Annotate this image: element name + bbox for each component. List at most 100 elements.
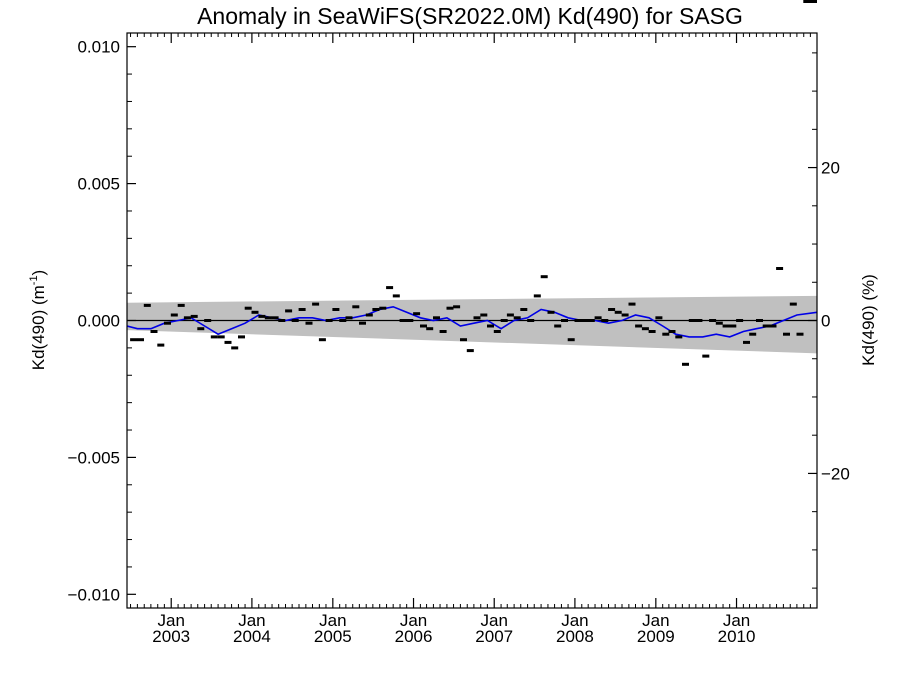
anomaly-marker xyxy=(655,316,663,320)
anomaly-marker xyxy=(628,302,636,306)
x-tick-label-month: Jan xyxy=(319,611,346,630)
anomaly-marker xyxy=(379,306,387,310)
anomaly-marker xyxy=(386,286,394,290)
anomaly-marker xyxy=(359,321,366,325)
x-tick-label-year: 2005 xyxy=(314,627,352,646)
anomaly-marker xyxy=(743,340,750,344)
anomaly-marker xyxy=(271,316,279,320)
anomaly-marker xyxy=(291,319,299,322)
anomaly-marker xyxy=(420,324,427,328)
anomaly-marker xyxy=(460,338,467,342)
anomaly-marker xyxy=(709,319,717,322)
anomaly-marker xyxy=(130,338,138,342)
x-tick-label-month: Jan xyxy=(400,611,427,630)
anomaly-marker xyxy=(547,310,555,314)
anomaly-marker xyxy=(756,319,763,322)
anomaly-marker xyxy=(736,319,744,322)
anomaly-marker xyxy=(675,335,683,339)
anomaly-marker xyxy=(399,319,407,322)
x-tick-label-month: Jan xyxy=(158,611,185,630)
y-axis-left-label-superscript: -1 xyxy=(28,275,40,285)
anomaly-marker xyxy=(143,303,151,307)
anomaly-marker xyxy=(648,330,656,333)
anomaly-marker xyxy=(493,330,501,333)
anomaly-marker xyxy=(264,316,272,320)
anomaly-marker xyxy=(506,313,514,317)
x-tick-label-year: 2006 xyxy=(395,627,433,646)
x-tick-label-year: 2008 xyxy=(556,627,594,646)
y2-tick-label: 20 xyxy=(821,159,840,178)
y2-tick-label: −20 xyxy=(821,464,850,483)
y2-tick-label: 0 xyxy=(821,312,830,331)
anomaly-marker xyxy=(594,316,602,320)
anomaly-marker xyxy=(406,319,414,322)
anomaly-marker xyxy=(439,330,447,333)
y-axis-left-label: Kd(490) (m-1) xyxy=(28,270,48,370)
anomaly-marker xyxy=(587,319,595,322)
anomaly-marker xyxy=(365,313,373,317)
anomaly-marker xyxy=(789,302,797,306)
anomaly-marker xyxy=(137,338,144,342)
anomaly-marker xyxy=(298,308,306,311)
anomaly-marker xyxy=(372,308,380,311)
anomaly-marker xyxy=(224,340,232,344)
anomaly-marker xyxy=(702,354,710,358)
anomaly-marker xyxy=(682,362,689,366)
anomaly-marker xyxy=(796,332,804,336)
anomaly-marker xyxy=(803,0,811,3)
chart-title: Anomaly in SeaWiFS(SR2022.0M) Kd(490) fo… xyxy=(197,3,743,29)
anomaly-marker xyxy=(157,343,165,347)
anomaly-marker xyxy=(487,324,494,328)
anomaly-marker xyxy=(426,327,434,331)
anomaly-marker xyxy=(150,330,158,333)
anomaly-marker xyxy=(210,335,218,339)
anomaly-marker xyxy=(305,321,313,325)
anomaly-marker xyxy=(695,319,703,322)
anomaly-marker xyxy=(749,332,757,336)
anomaly-marker xyxy=(561,319,568,322)
anomaly-marker xyxy=(662,332,670,336)
x-tick-label-month: Jan xyxy=(238,611,265,630)
anomaly-marker xyxy=(339,319,347,322)
anomaly-marker xyxy=(164,321,171,325)
anomaly-marker xyxy=(238,335,245,339)
monthly-anomaly-markers xyxy=(130,0,817,366)
anomaly-marker xyxy=(762,324,770,328)
anomaly-marker xyxy=(776,267,784,270)
anomaly-marker xyxy=(352,305,360,309)
anomaly-marker xyxy=(244,306,252,310)
anomaly-marker xyxy=(601,319,609,322)
anomaly-marker xyxy=(581,319,589,322)
anomaly-marker xyxy=(480,313,488,317)
anomaly-marker xyxy=(217,335,225,339)
anomaly-marker xyxy=(554,324,562,328)
anomaly-marker xyxy=(715,321,723,325)
anomaly-marker xyxy=(769,324,777,328)
anomaly-marker xyxy=(204,319,212,322)
anomaly-marker xyxy=(446,306,454,310)
y-axis-left-label-close: ) xyxy=(29,270,48,276)
anomaly-marker xyxy=(183,316,191,320)
x-tick-label-month: Jan xyxy=(642,611,669,630)
uncertainty-band xyxy=(127,295,817,354)
y-axis-left-label-main: Kd(490) (m xyxy=(29,285,48,370)
anomaly-marker xyxy=(466,349,474,353)
y-tick-label: 0.000 xyxy=(77,312,120,331)
anomaly-marker xyxy=(621,313,629,317)
anomaly-marker xyxy=(641,327,649,331)
anomaly-marker xyxy=(392,294,400,298)
x-tick-label-month: Jan xyxy=(561,611,588,630)
x-tick-label-year: 2004 xyxy=(233,627,271,646)
x-tick-label-month: Jan xyxy=(723,611,750,630)
anomaly-marker xyxy=(177,303,185,307)
anomaly-marker xyxy=(453,305,461,309)
y-tick-label: −0.005 xyxy=(68,448,120,467)
anomaly-marker xyxy=(722,324,730,328)
anomaly-marker xyxy=(170,313,178,317)
x-tick-label-year: 2009 xyxy=(637,627,675,646)
anomaly-marker xyxy=(312,302,320,306)
anomaly-marker xyxy=(278,319,286,322)
anomaly-marker xyxy=(197,327,205,331)
anomaly-marker xyxy=(413,312,421,316)
